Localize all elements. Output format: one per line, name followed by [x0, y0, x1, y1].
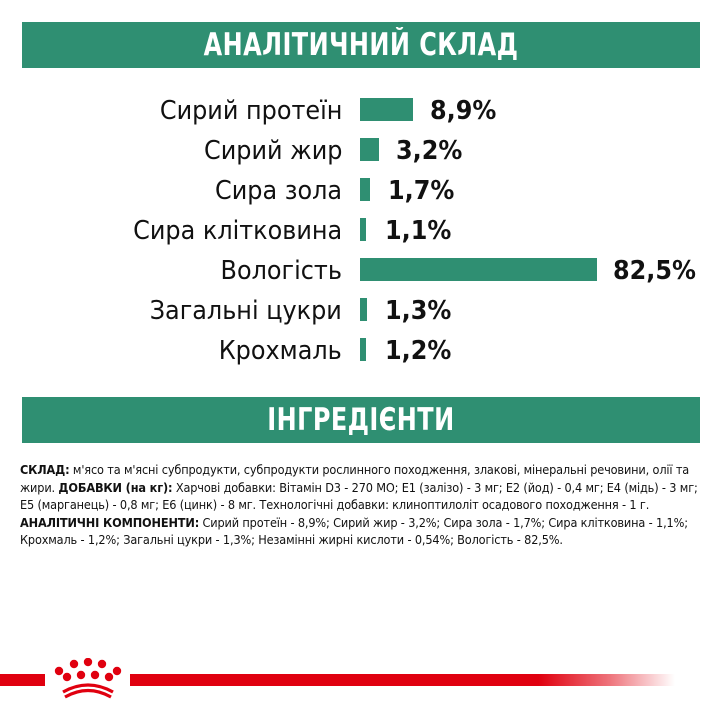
row-value: 1,2% [385, 336, 452, 366]
chart-row: Сирий жир 3,2% [0, 131, 720, 171]
additives-text: Харчові добавки: Вітамін D3 - 270 МО; E1… [20, 479, 698, 513]
analytical-components-label: АНАЛІТИЧНІ КОМПОНЕНТИ: [20, 514, 200, 530]
analytical-composition-header: АНАЛІТИЧНИЙ СКЛАД [22, 22, 700, 68]
chart-row: Крохмаль 1,2% [0, 331, 720, 371]
row-value: 3,2% [396, 136, 463, 166]
row-value: 1,3% [385, 296, 452, 326]
chart-row: Сира зола 1,7% [0, 171, 720, 211]
footer-stripe-right [130, 674, 675, 686]
row-label: Вологість [220, 256, 342, 286]
row-label: Сирий протеїн [159, 96, 342, 126]
chart-row: Сира клітковина 1,1% [0, 211, 720, 251]
row-label: Крохмаль [218, 336, 342, 366]
ingredients-header: ІНГРЕДІЄНТИ [22, 397, 700, 443]
row-bar [360, 298, 367, 321]
footer-stripe-left [0, 674, 45, 686]
analytical-components-text: Сирий протеїн - 8,9%; Сирий жир - 3,2%; … [20, 514, 688, 548]
row-value: 1,1% [385, 216, 452, 246]
row-value: 82,5% [613, 256, 696, 286]
row-value: 1,7% [388, 176, 455, 206]
row-label: Сира клітковина [132, 216, 342, 246]
additives-label: ДОБАВКИ (на кг): [58, 479, 173, 495]
analytical-composition-title: АНАЛІТИЧНИЙ СКЛАД [203, 27, 519, 63]
row-value: 8,9% [430, 96, 497, 126]
row-label: Сирий жир [203, 136, 342, 166]
composition-text: м'ясо та м'ясні субпродукти, субпродукти… [20, 462, 690, 495]
row-bar [360, 138, 379, 161]
row-bar [360, 338, 366, 361]
row-bar [360, 98, 413, 121]
ingredients-text: СКЛАД: м'ясо та м'ясні субпродукти, субп… [20, 461, 710, 549]
row-bar [360, 258, 597, 281]
row-label: Загальні цукри [149, 296, 342, 326]
composition-label: СКЛАД: [20, 462, 70, 477]
row-bar [360, 218, 366, 241]
row-label: Сира зола [214, 176, 342, 206]
ingredients-title: ІНГРЕДІЄНТИ [267, 402, 455, 438]
chart-row: Загальні цукри 1,3% [0, 291, 720, 331]
royal-canin-crown-icon [54, 658, 122, 699]
chart-row: Сирий протеїн 8,9% [0, 91, 720, 131]
chart-row: Вологість 82,5% [0, 251, 720, 291]
row-bar [360, 178, 370, 201]
